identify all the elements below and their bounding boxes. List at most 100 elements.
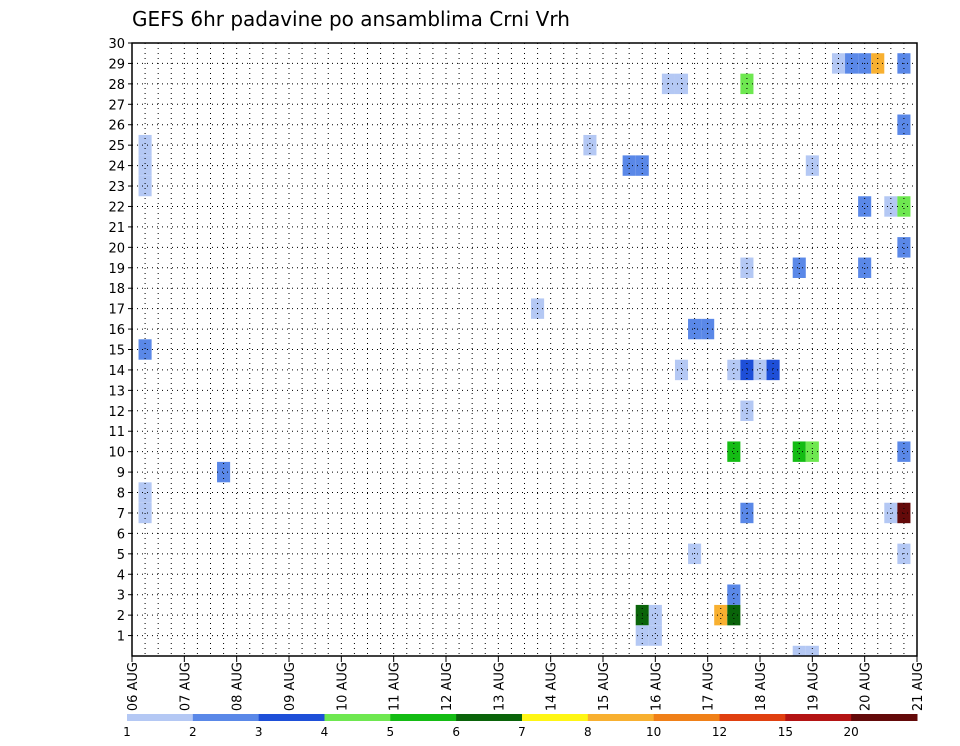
colorbar-label: 10 (646, 725, 661, 739)
heatmap-cell (727, 359, 741, 381)
colorbar-swatch (258, 714, 325, 721)
x-tick-label: 11 AUG (388, 662, 403, 711)
colorbar-swatch (522, 714, 589, 721)
x-tick-label: 16 AUG (649, 662, 664, 711)
y-axis: 1234567891011121314151617181920212223242… (108, 37, 132, 645)
y-tick-label: 5 (117, 548, 125, 563)
heatmap-cell (138, 175, 152, 197)
heatmap-cell (805, 645, 819, 656)
y-tick-label: 6 (117, 527, 125, 542)
chart-title: GEFS 6hr padavine po ansamblima Crni Vrh (132, 7, 570, 31)
y-tick-label: 28 (108, 78, 125, 93)
y-tick-label: 4 (117, 568, 125, 583)
heatmap-cell (792, 257, 806, 278)
y-tick-label: 18 (108, 282, 125, 297)
y-tick-label: 15 (108, 344, 125, 359)
heatmap-cell (897, 237, 911, 258)
colorbar-swatch (127, 714, 194, 721)
colorbar-label: 20 (844, 725, 859, 739)
y-tick-label: 8 (117, 487, 125, 502)
heatmap-cell (138, 134, 152, 156)
heatmap-cell (897, 114, 911, 135)
colorbar-label: 3 (255, 725, 263, 739)
heatmap-cell (897, 502, 911, 524)
y-tick-label: 7 (117, 507, 125, 522)
x-tick-label: 21 AUG (911, 662, 926, 711)
heatmap-cell (753, 359, 767, 381)
colorbar-swatch (785, 714, 852, 721)
heatmap-cell (858, 196, 872, 217)
x-tick-label: 19 AUG (806, 662, 821, 711)
y-tick-label: 2 (117, 609, 125, 624)
colorbar-swatch (719, 714, 786, 721)
heatmap-cell (688, 318, 702, 340)
colorbar-label: 8 (584, 725, 592, 739)
y-tick-label: 1 (117, 630, 125, 645)
x-tick-label: 10 AUG (335, 662, 350, 711)
heatmap-cell (884, 502, 898, 524)
y-tick-label: 10 (108, 446, 125, 461)
heatmap-cell (583, 134, 597, 156)
heatmap-cell (740, 400, 754, 422)
colorbar-swatch (653, 714, 720, 721)
y-tick-label: 20 (108, 241, 125, 256)
x-tick-label: 20 AUG (859, 662, 874, 711)
colorbar-label: 6 (452, 725, 460, 739)
heatmap-cell (138, 482, 152, 503)
grid-layer (132, 43, 917, 656)
y-tick-label: 14 (108, 364, 125, 379)
colorbar-label: 15 (778, 725, 793, 739)
y-tick-label: 12 (108, 405, 125, 420)
y-tick-label: 25 (108, 139, 125, 154)
heatmap-cell (897, 441, 911, 462)
colorbar-label: 2 (189, 725, 197, 739)
y-tick-label: 9 (117, 466, 125, 481)
heatmap-cell (138, 502, 152, 524)
heatmap-cell (727, 441, 741, 462)
colorbar-swatch (324, 714, 391, 721)
colorbar-label: 7 (518, 725, 526, 739)
y-tick-label: 24 (108, 160, 125, 175)
x-tick-label: 09 AUG (283, 662, 298, 711)
colorbar-swatch (192, 714, 260, 721)
x-tick-label: 14 AUG (545, 662, 560, 711)
heatmap-cell (714, 604, 728, 626)
colorbar-label: 5 (387, 725, 395, 739)
colorbar-swatch (390, 714, 457, 721)
y-tick-label: 17 (108, 303, 125, 318)
heatmap-cell (792, 441, 806, 462)
y-tick-label: 30 (108, 37, 125, 52)
heatmap-cell (858, 257, 872, 278)
plot-frame (131, 42, 918, 657)
x-tick-label: 08 AUG (231, 662, 246, 711)
heatmap-cell (766, 359, 780, 381)
y-tick-label: 21 (108, 221, 125, 236)
colorbar-label: 12 (712, 725, 727, 739)
x-tick-label: 15 AUG (597, 662, 612, 711)
x-tick-label: 06 AUG (126, 662, 141, 711)
y-tick-label: 22 (108, 200, 125, 215)
heatmap-cell (138, 155, 152, 176)
colorbar: 1 2 3 4 5 6 7 8 10 12 15 20 (123, 714, 918, 739)
x-tick-label: 07 AUG (178, 662, 193, 711)
y-tick-label: 27 (108, 98, 125, 113)
colorbar-swatch (456, 714, 523, 721)
colorbar-swatch (587, 714, 655, 721)
heatmap-cell (727, 604, 741, 626)
y-tick-label: 23 (108, 180, 125, 195)
x-tick-label: 12 AUG (440, 662, 455, 711)
y-tick-label: 13 (108, 384, 125, 399)
heatmap-cell (740, 502, 754, 524)
heatmap-cell (622, 155, 636, 176)
heatmap-cell (648, 604, 662, 626)
x-tick-label: 18 AUG (754, 662, 769, 711)
heatmap-cell (674, 359, 689, 381)
colorbar-label: 1 (123, 725, 131, 739)
heatmap-cell (740, 257, 754, 278)
heatmap-cell (740, 359, 754, 381)
y-tick-label: 26 (108, 119, 125, 134)
x-tick-label: 17 AUG (702, 662, 717, 711)
heatmap-cell (217, 461, 231, 483)
y-tick-label: 29 (108, 57, 125, 72)
